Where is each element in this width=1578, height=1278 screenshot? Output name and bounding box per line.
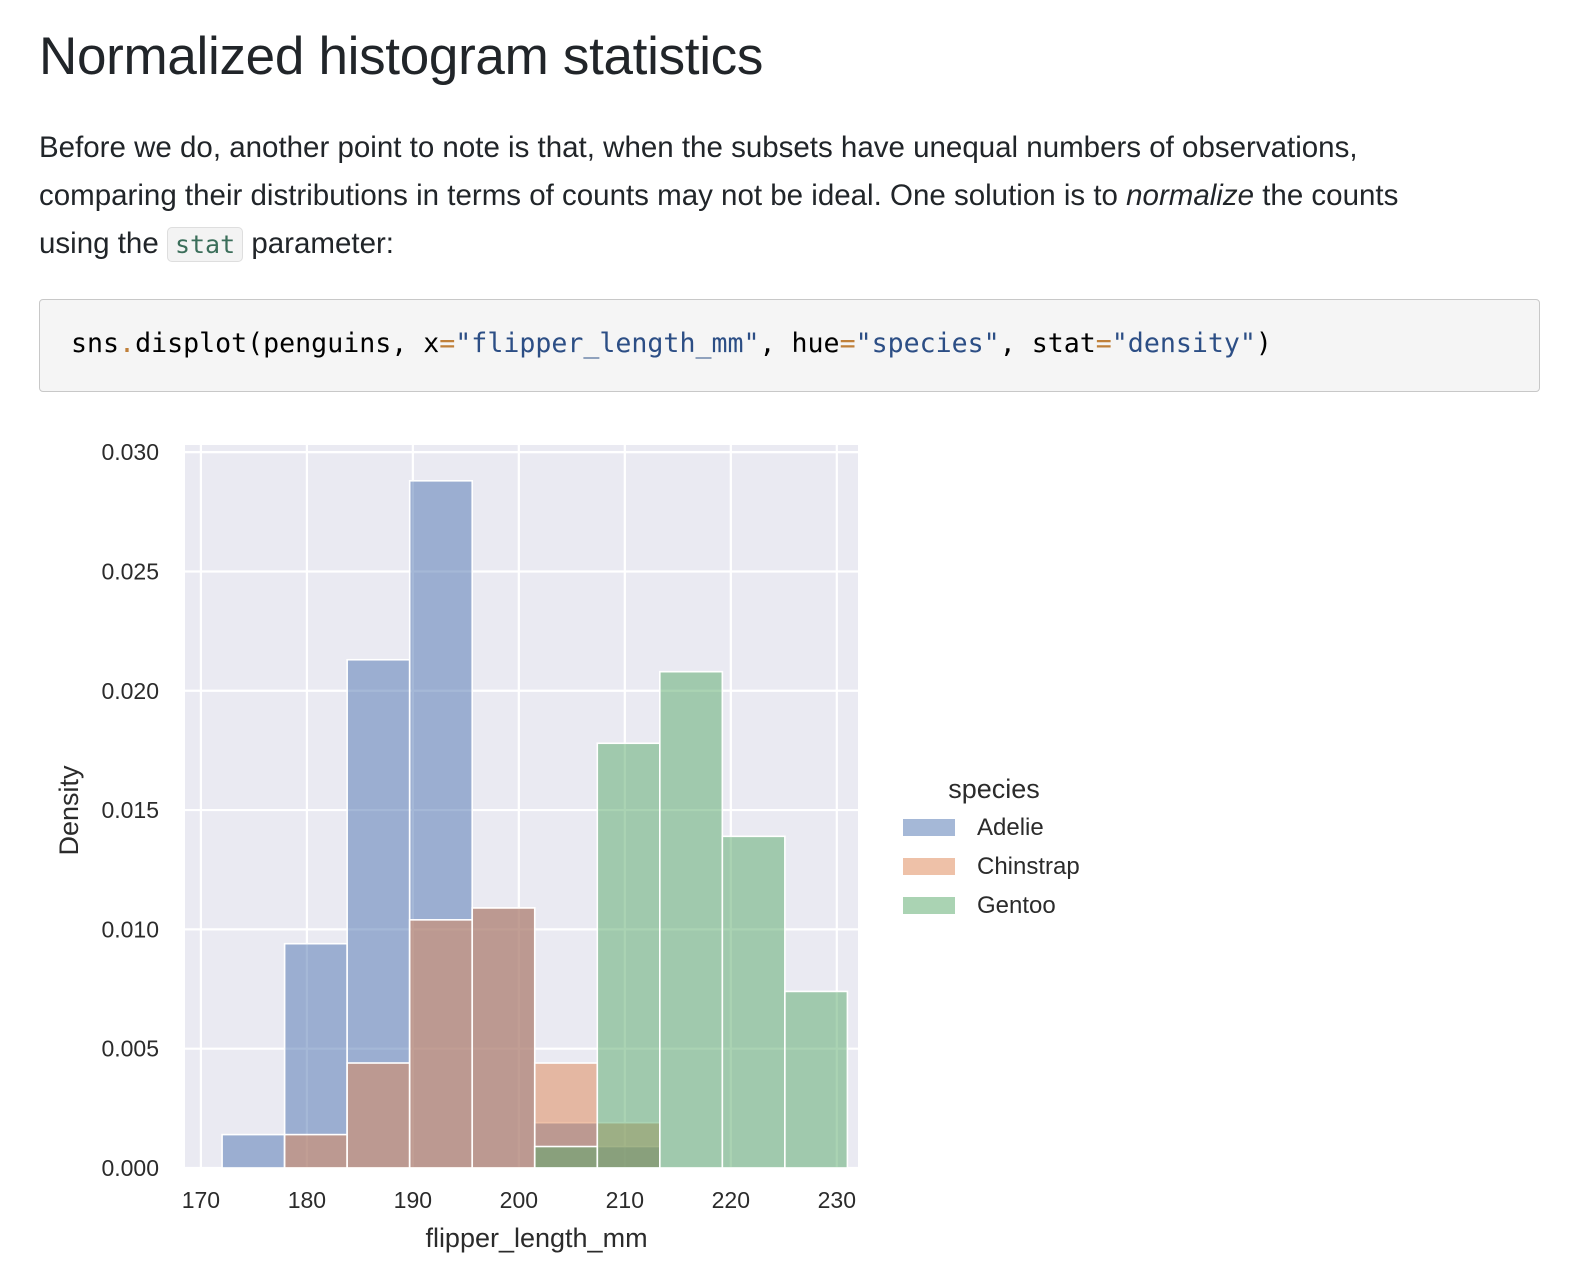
- y-tick-label: 0.000: [101, 1155, 159, 1181]
- code-token: "density": [1111, 328, 1256, 359]
- x-tick-label: 210: [606, 1187, 644, 1213]
- code-text[interactable]: sns.displot(penguins, x="flipper_length_…: [71, 328, 1272, 359]
- y-tick-label: 0.020: [101, 678, 159, 704]
- histogram-bar-adelie: [283, 942, 348, 1169]
- legend-label-adelie: Adelie: [977, 814, 1044, 841]
- code-token: =: [439, 328, 456, 359]
- paragraph-text: parameter:: [243, 227, 394, 260]
- legend-label-chinstrap: Chinstrap: [977, 853, 1080, 880]
- code-block[interactable]: sns.displot(penguins, x="flipper_length_…: [39, 299, 1540, 392]
- y-axis-label: Density: [54, 765, 84, 856]
- y-tick-label: 0.015: [101, 797, 159, 823]
- code-token: , hue: [759, 328, 840, 359]
- code-token: "species": [855, 328, 1000, 359]
- legend-swatch-gentoo: [903, 897, 955, 914]
- code-token: "flipper_length_mm": [455, 328, 760, 359]
- section-title: Normalized histogram statistics: [39, 27, 764, 86]
- y-tick-label: 0.025: [101, 558, 159, 584]
- paragraph-text: comparing their distributions in terms o…: [39, 179, 1127, 212]
- intro-paragraph: Before we do, another point to note is t…: [39, 124, 1539, 269]
- x-axis-label: flipper_length_mm: [425, 1223, 647, 1253]
- inline-code-stat: stat: [166, 227, 244, 262]
- y-tick-label: 0.010: [101, 916, 159, 942]
- code-token: ): [1255, 328, 1272, 359]
- x-tick-label: 200: [500, 1187, 538, 1213]
- histogram-bar-chinstrap: [346, 1062, 411, 1169]
- code-token: =: [839, 328, 856, 359]
- histogram-bar-chinstrap: [471, 907, 536, 1169]
- paragraph-text: using the: [39, 227, 167, 260]
- x-tick-label: 170: [182, 1187, 220, 1213]
- paragraph-line-1: Before we do, another point to note is t…: [39, 131, 1358, 164]
- code-token: displot(penguins, x: [135, 328, 440, 359]
- x-tick-label: 190: [394, 1187, 432, 1213]
- histogram-bar-gentoo: [659, 670, 724, 1169]
- paragraph-line-3: using the stat parameter:: [39, 220, 1539, 269]
- code-token: , stat: [999, 328, 1096, 359]
- histogram-bar-chinstrap: [408, 919, 474, 1169]
- paragraph-line-2: comparing their distributions in terms o…: [39, 172, 1539, 220]
- x-tick-label: 230: [818, 1187, 856, 1213]
- legend-swatch-adelie: [903, 819, 955, 836]
- y-tick-label: 0.005: [101, 1036, 159, 1062]
- legend-title: species: [948, 774, 1040, 804]
- code-token: =: [1095, 328, 1112, 359]
- code-token: .: [119, 328, 136, 359]
- code-token: sns: [71, 328, 120, 359]
- y-tick-label: 0.030: [101, 439, 159, 465]
- paragraph-text: the counts: [1254, 179, 1399, 212]
- density-histogram-chart: 170 180 190 200 210 220 230 0.000 0.005 0.010 0.01…: [54, 439, 1080, 1253]
- legend-swatch-chinstrap: [903, 858, 955, 875]
- x-tick-label: 180: [288, 1187, 326, 1213]
- legend-label-gentoo: Gentoo: [977, 892, 1056, 919]
- histogram-bar-gentoo: [533, 1145, 599, 1169]
- histogram-bar-gentoo: [721, 835, 786, 1169]
- histogram-bar-gentoo: [596, 742, 661, 1169]
- histogram-bar-gentoo: [784, 990, 849, 1169]
- histogram-bar-adelie: [221, 1133, 286, 1169]
- histogram-bar-chinstrap: [283, 1133, 348, 1169]
- emphasis-normalize: normalize: [1126, 179, 1255, 212]
- x-tick-label: 220: [712, 1187, 750, 1213]
